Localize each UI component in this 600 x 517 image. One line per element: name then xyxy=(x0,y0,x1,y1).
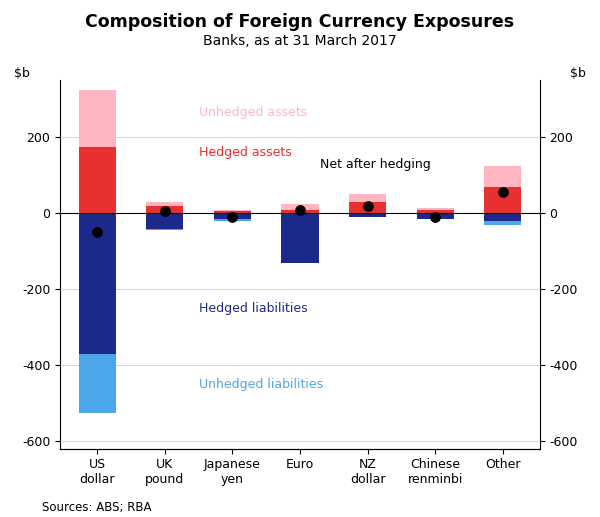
Bar xyxy=(281,209,319,214)
Text: Hedged liabilities: Hedged liabilities xyxy=(199,302,307,315)
Text: Composition of Foreign Currency Exposures: Composition of Foreign Currency Exposure… xyxy=(85,13,515,31)
Bar xyxy=(349,202,386,214)
Bar xyxy=(214,211,251,214)
Point xyxy=(363,202,373,210)
Point xyxy=(227,213,237,221)
Point xyxy=(160,207,170,216)
Bar xyxy=(484,166,521,187)
Bar xyxy=(349,194,386,202)
Bar xyxy=(79,214,116,354)
Bar xyxy=(79,90,116,147)
Bar xyxy=(484,187,521,214)
Text: $b: $b xyxy=(14,67,29,80)
Point xyxy=(92,228,102,236)
Bar xyxy=(146,214,184,229)
Bar xyxy=(416,209,454,214)
Bar xyxy=(281,204,319,209)
Point xyxy=(295,205,305,214)
Bar xyxy=(146,206,184,214)
Bar xyxy=(79,147,116,214)
Bar xyxy=(416,214,454,219)
Text: Unhedged liabilities: Unhedged liabilities xyxy=(199,378,323,391)
Text: Sources: ABS; RBA: Sources: ABS; RBA xyxy=(42,501,151,514)
Bar xyxy=(281,214,319,263)
Point xyxy=(430,213,440,221)
Bar xyxy=(416,208,454,209)
Bar xyxy=(214,209,251,211)
Text: $b: $b xyxy=(571,67,586,80)
Bar xyxy=(146,202,184,206)
Bar xyxy=(146,229,184,231)
Bar xyxy=(214,219,251,221)
Bar xyxy=(79,354,116,413)
Bar xyxy=(484,214,521,221)
Point xyxy=(498,188,508,196)
Bar xyxy=(214,214,251,219)
Text: Banks, as at 31 March 2017: Banks, as at 31 March 2017 xyxy=(203,34,397,48)
Text: Hedged assets: Hedged assets xyxy=(199,146,292,159)
Bar xyxy=(349,214,386,217)
Text: Unhedged assets: Unhedged assets xyxy=(199,107,307,119)
Bar xyxy=(484,221,521,225)
Text: Net after hedging: Net after hedging xyxy=(320,158,431,171)
